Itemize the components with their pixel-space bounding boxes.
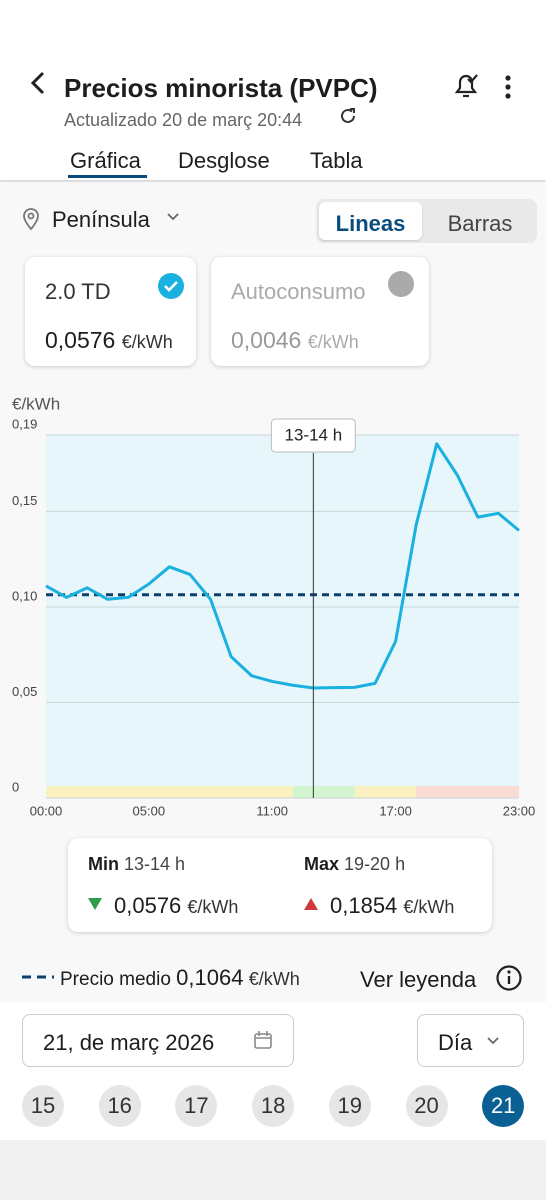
max-label: Max	[304, 854, 340, 874]
max-price: 0,1854 €/kWh	[330, 893, 454, 919]
day-button[interactable]: 16	[98, 1085, 141, 1127]
price: 0,0576	[45, 327, 116, 353]
view-toggle: Lineas Barras	[316, 199, 537, 243]
period-band	[354, 786, 417, 798]
menu-icon[interactable]	[500, 74, 516, 100]
x-tick-label: 05:00	[133, 803, 166, 818]
price-line	[45, 442, 520, 690]
plot-area	[46, 435, 519, 798]
date: 21, de març 2026	[43, 1030, 215, 1055]
y-tick-label: 0,05	[12, 684, 37, 699]
day-button[interactable]: 20	[405, 1085, 448, 1127]
average-price: 0,1064	[176, 965, 244, 990]
average-legend-line	[22, 975, 54, 979]
card-name: Autoconsumo	[231, 279, 366, 304]
day-button[interactable]: 19	[328, 1085, 371, 1127]
min-header: Min 13-14 h	[88, 854, 185, 875]
period-band	[46, 786, 293, 798]
day-button[interactable]: 21	[482, 1085, 525, 1127]
check-icon	[158, 273, 184, 299]
x-tick-label: 17:00	[379, 803, 412, 818]
cursor-tooltip	[270, 418, 356, 453]
period-band	[416, 786, 519, 798]
down-icon	[88, 898, 102, 910]
unit: €/kWh	[403, 897, 455, 917]
tab[interactable]: Desglose	[178, 148, 270, 173]
unit: €/kWh	[187, 897, 239, 917]
tab[interactable]: Gráfica	[70, 148, 141, 173]
card-price: 0,0046 €/kWh	[231, 327, 359, 354]
legend-link[interactable]: Ver leyenda	[360, 967, 477, 992]
tariff-card[interactable]: 2.0 TD 0,0576 €/kWh	[25, 257, 196, 366]
unit: €/kWh	[307, 332, 359, 352]
tariff-card[interactable]: Autoconsumo 0,0046 €/kWh	[211, 257, 429, 366]
day-button[interactable]: 18	[252, 1085, 295, 1127]
unit: €/kWh	[248, 969, 300, 989]
tab[interactable]: Tabla	[310, 148, 363, 173]
title: Precios minorista (PVPC)	[64, 73, 378, 103]
chart: €/kWh 0 0,05 0,10 0,15 0,19 00:00 05:00 11:00 17:…	[12, 394, 536, 818]
min-price: 0,0576 €/kWh	[114, 893, 238, 919]
alert-icon[interactable]	[451, 70, 481, 102]
toggle-active	[319, 202, 422, 240]
period-selector[interactable]: Día	[417, 1014, 524, 1067]
period: Día	[438, 1030, 473, 1055]
day-button[interactable]: 15	[22, 1085, 64, 1127]
cursor-label: 13-14 h	[285, 425, 343, 444]
card-name: 2.0 TD	[45, 279, 111, 304]
chevron	[167, 213, 179, 221]
min-max-card: Min 13-14 h 0,0576 €/kWh Max 19-20 h 0,1…	[68, 838, 492, 932]
unit: €/kWh	[121, 332, 173, 352]
y-tick-label: 0,19	[12, 416, 37, 431]
region-selector[interactable]: Península	[52, 207, 150, 232]
calendar-icon	[254, 1031, 272, 1049]
average: Precio medio 0,1064 €/kWh	[60, 965, 300, 991]
max-hours: 19-20 h	[344, 854, 406, 874]
toggle-option[interactable]: Lineas	[335, 211, 406, 236]
up-icon	[304, 898, 318, 910]
average-label: Precio medio	[60, 969, 171, 990]
y-tick-label: 0,15	[12, 493, 37, 508]
x-tick-label: 11:00	[256, 803, 288, 818]
min-hours: 13-14 h	[124, 854, 186, 874]
y-axis-label: €/kWh	[12, 394, 60, 413]
refresh-icon[interactable]	[338, 106, 358, 126]
x-tick-label: 00:00	[30, 803, 63, 818]
toggle-option[interactable]: Barras	[447, 211, 513, 236]
info-icon[interactable]	[495, 964, 523, 992]
header: Precios minorista (PVPC) Actualizado 20 …	[0, 0, 546, 180]
min-label: Min	[88, 854, 119, 874]
y-tick-label: 0,10	[12, 588, 37, 603]
back-button[interactable]	[28, 70, 48, 96]
period-band	[292, 786, 355, 798]
subtitle: Actualizado 20 de març 20:44	[64, 110, 303, 130]
x-tick-label: 23:00	[503, 803, 536, 818]
chevron	[487, 1037, 499, 1045]
unchecked-icon	[388, 271, 414, 297]
price: 0,0576	[114, 893, 182, 918]
price: 0,1854	[330, 893, 398, 918]
max-header: Max 19-20 h	[304, 854, 405, 875]
price: 0,0046	[231, 327, 302, 353]
card-price: 0,0576 €/kWh	[45, 327, 173, 354]
date-picker[interactable]: 21, de març 2026	[22, 1014, 294, 1067]
tab-indicator	[68, 175, 147, 178]
day-button[interactable]: 17	[175, 1085, 218, 1127]
y-tick-label: 0	[12, 779, 19, 794]
location-icon	[23, 208, 39, 231]
